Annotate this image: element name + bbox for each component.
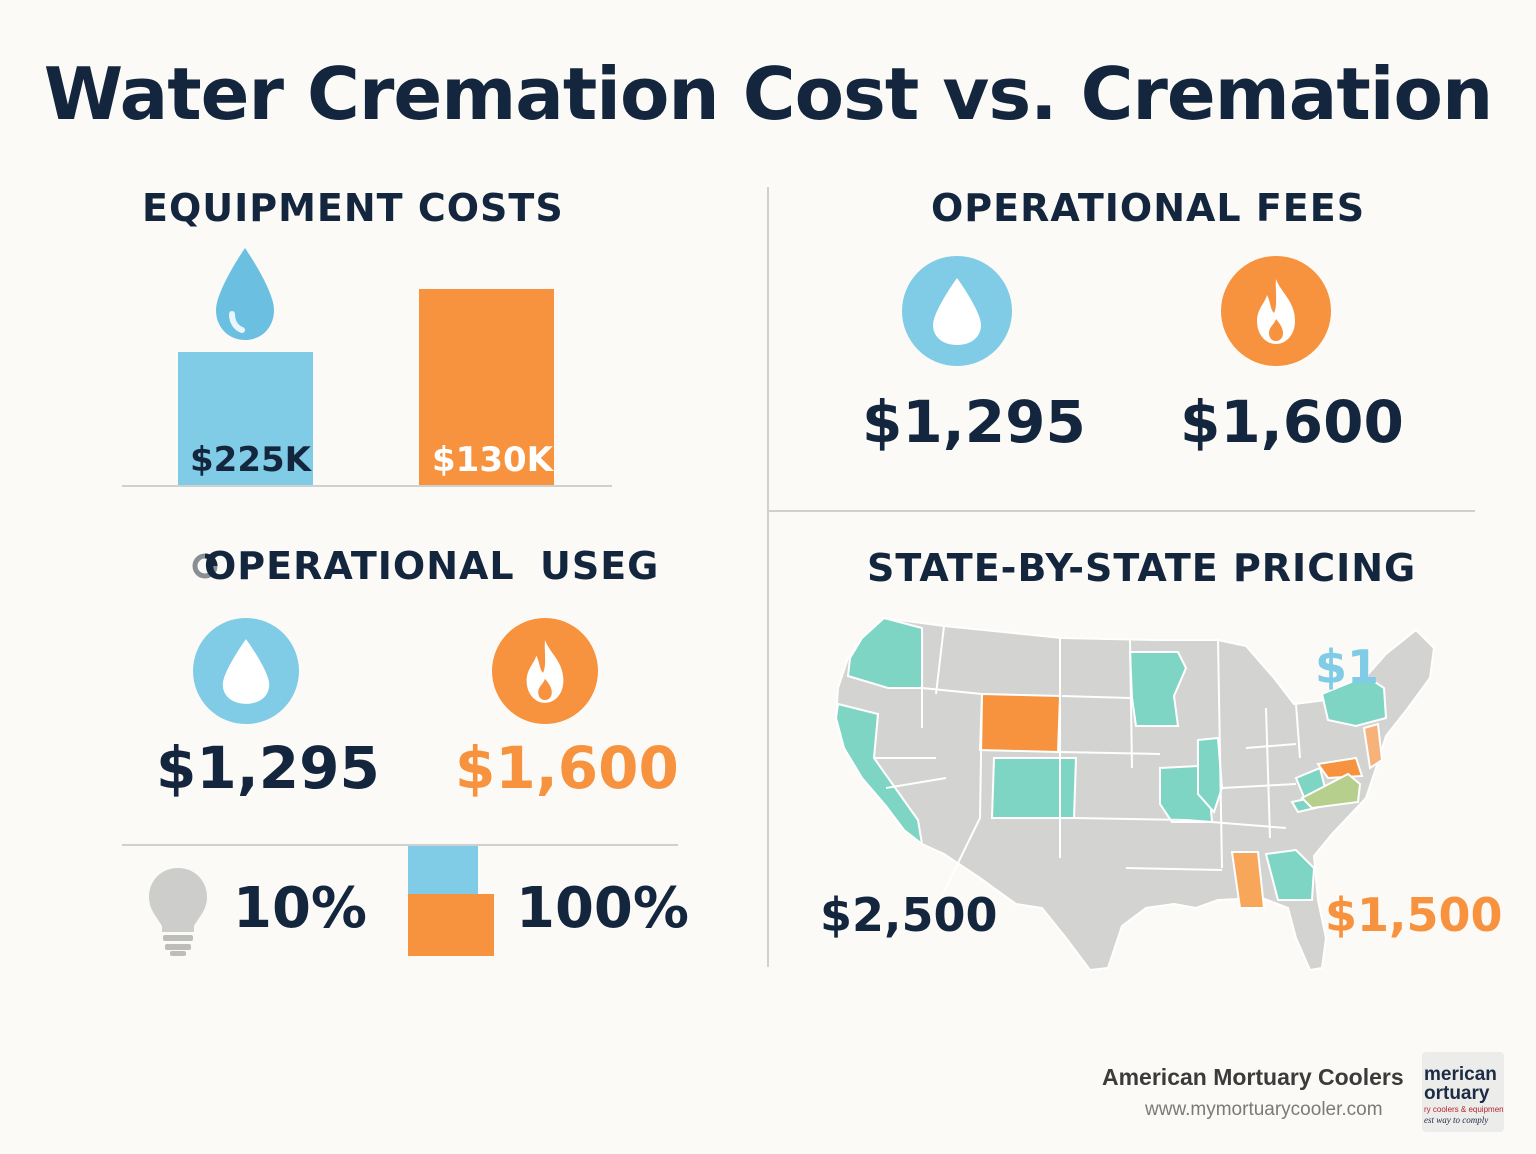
state-pricing-heading: STATE-BY-STATE PRICING [867, 546, 1417, 590]
operational-heading: OPERATIONAL [204, 544, 515, 588]
energy-percent: 10% [233, 876, 368, 941]
footer-company: American Mortuary Coolers [1102, 1064, 1404, 1090]
loading-ring-icon [191, 552, 219, 580]
logo-line-4: est way to comply [1424, 1115, 1489, 1125]
company-logo: merican ortuary ry coolers & equipment e… [1422, 1052, 1504, 1132]
us-map [826, 608, 1438, 980]
flame-icon [492, 618, 598, 724]
logo-line-3: ry coolers & equipment [1424, 1105, 1504, 1114]
fees-water-value: $1,295 [862, 388, 1086, 456]
operational-fees-heading: OPERATIONAL FEES [931, 186, 1366, 230]
equipment-baseline [122, 485, 612, 487]
state-price-top: $1 [1315, 640, 1380, 694]
flame-icon [1221, 256, 1331, 366]
usage-heading: USEG [540, 544, 660, 588]
equipment-bar-flame [419, 289, 554, 486]
page-title: Water Cremation Cost vs. Cremation [43, 52, 1493, 136]
operational-water-value: $1,295 [156, 734, 380, 802]
stack-orange-block [408, 894, 494, 956]
logo-line-1: merican [1424, 1064, 1497, 1085]
operational-flame-value: $1,600 [455, 734, 679, 802]
stack-percent: 100% [516, 876, 690, 941]
equipment-bar-water [178, 352, 313, 486]
water-drop-icon [193, 618, 299, 724]
stack-blue-block [408, 846, 478, 894]
state-price-left: $2,500 [820, 888, 998, 942]
light-bulb-icon [146, 864, 210, 958]
footer-url[interactable]: www.mymortuarycooler.com [1145, 1099, 1383, 1120]
water-drop-icon [902, 256, 1012, 366]
equipment-costs-heading: EQUIPMENT COSTS [142, 186, 564, 230]
equipment-bar-flame-label: $130K [432, 440, 553, 480]
vertical-divider [767, 187, 769, 967]
operational-divider [122, 844, 678, 846]
logo-line-2: ortuary [1424, 1083, 1490, 1104]
horizontal-divider-right [769, 510, 1475, 512]
fees-flame-value: $1,600 [1180, 388, 1404, 456]
equipment-bar-water-label: $225K [190, 440, 311, 480]
state-price-right: $1,500 [1325, 888, 1503, 942]
water-drop-icon [210, 244, 280, 344]
